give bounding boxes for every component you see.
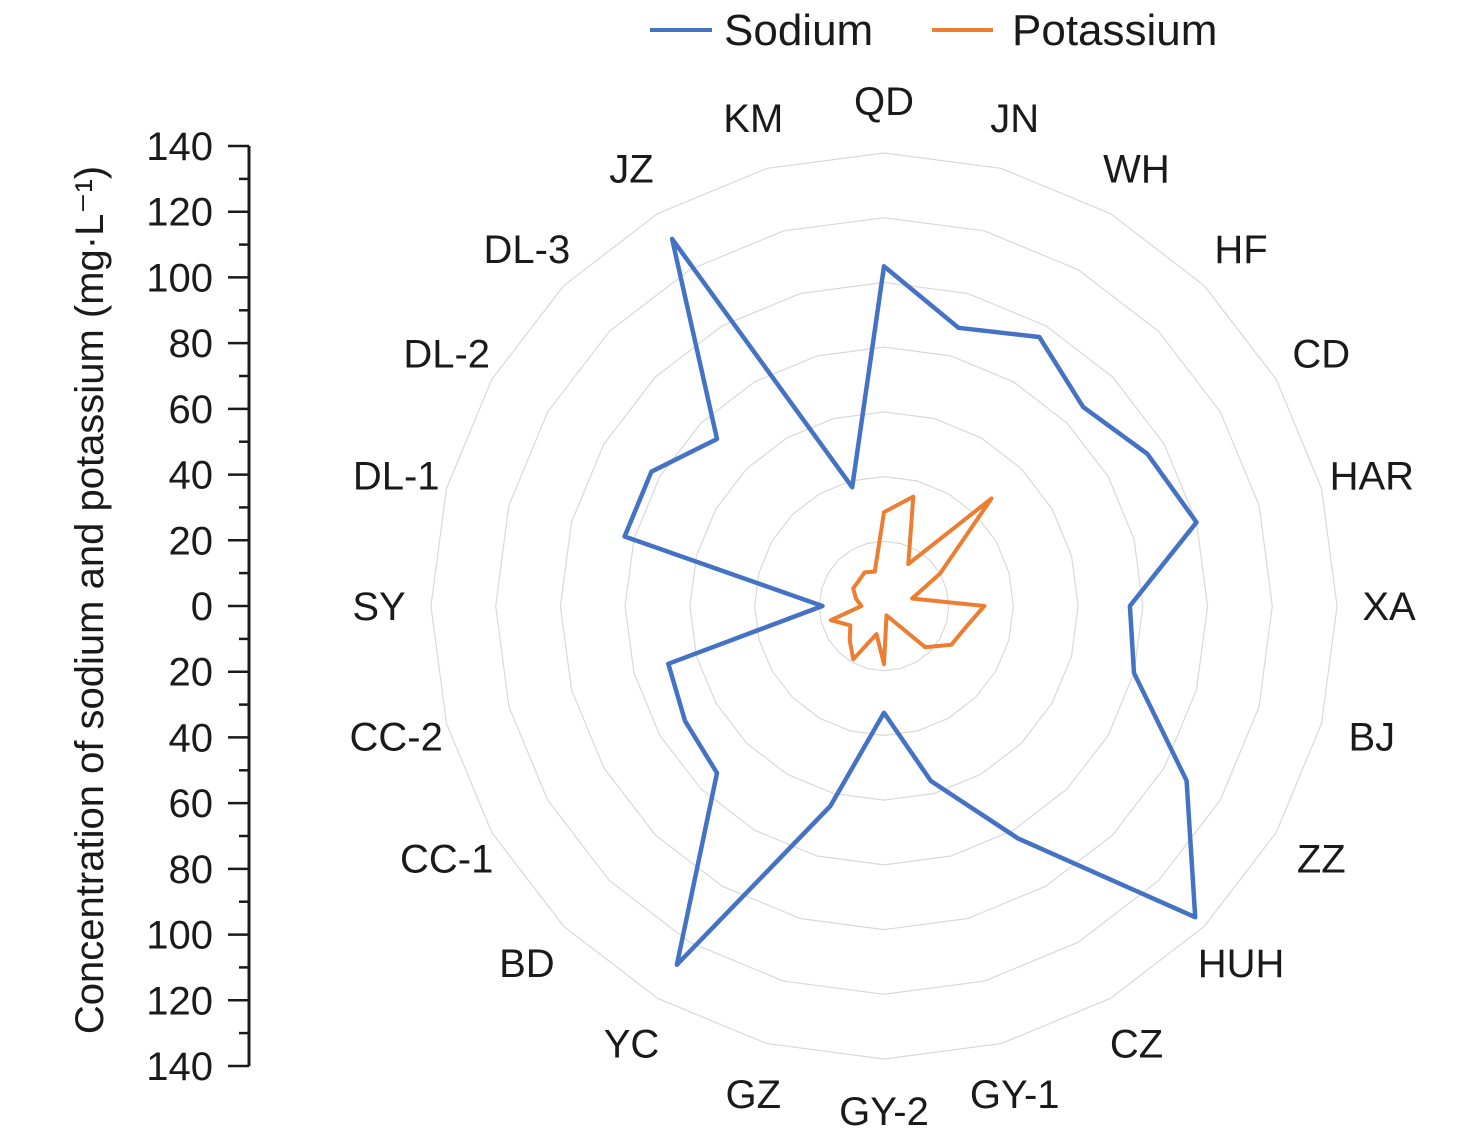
legend-label-potassium: Potassium [1012,6,1217,55]
category-label: ZZ [1297,838,1346,882]
series-line-potassium [828,494,994,667]
category-label: CC-1 [400,838,493,882]
y-tick-label: 40 [169,454,214,498]
category-label: YC [604,1022,660,1066]
category-label: CZ [1110,1022,1163,1066]
category-label: JZ [609,148,653,192]
category-label: HAR [1330,454,1414,498]
y-tick-label: 120 [146,979,213,1023]
grid-ring [430,152,1338,1060]
y-tick-label: 20 [169,519,214,563]
grid-ring [624,346,1144,866]
category-label: GY-2 [839,1090,929,1134]
series-line-sodium [622,236,1199,967]
y-tick-label: 0 [191,585,213,629]
y-tick-label: 140 [146,125,213,169]
category-label: XA [1362,585,1416,629]
category-label: DL-3 [484,228,571,272]
category-label: WH [1103,148,1170,192]
category-label: QD [854,80,914,124]
category-label: KM [723,97,783,141]
category-label: SY [352,585,405,629]
y-tick-label: 20 [169,651,214,695]
category-label: DL-1 [353,454,440,498]
category-label: BJ [1348,716,1395,760]
y-tick-label: 120 [146,191,213,235]
y-tick-label: 80 [169,322,214,366]
y-tick-label: 140 [146,1045,213,1089]
radar-series [622,236,1199,967]
category-label: GY-1 [970,1073,1060,1117]
category-label: DL-2 [403,333,490,377]
category-label: GZ [726,1073,782,1117]
y-tick-label: 60 [169,388,214,432]
category-label: CC-2 [350,716,443,760]
y-tick-label: 100 [146,914,213,958]
category-label: HF [1214,228,1267,272]
legend-label-sodium: Sodium [724,6,873,55]
y-tick-label: 80 [169,848,214,892]
y-tick-label: 100 [146,256,213,300]
y-axis [228,144,251,1068]
grid-ring [689,411,1079,801]
grid-ring [753,475,1015,737]
y-tick-labels: 140 120 100 80 60 40 20 0 20 40 60 80 100 120 140 [146,125,213,1089]
grid-ring [559,281,1209,931]
y-axis-label: Concentration of sodium and potassium (m… [68,166,112,1034]
grid-ring [495,217,1273,995]
category-labels: QD JN WH HF CD HAR XA BJ ZZ HUH CZ GY-1 GY-2 GZ YC BD CC… [350,80,1416,1134]
legend: Sodium Potassium [650,6,1217,55]
category-label: CD [1292,333,1350,377]
radar-grid [430,152,1338,1060]
category-label: BD [499,942,555,986]
y-tick-label: 40 [169,716,214,760]
y-tick-label: 60 [169,782,214,826]
category-label: JN [990,97,1039,141]
category-label: HUH [1198,942,1285,986]
